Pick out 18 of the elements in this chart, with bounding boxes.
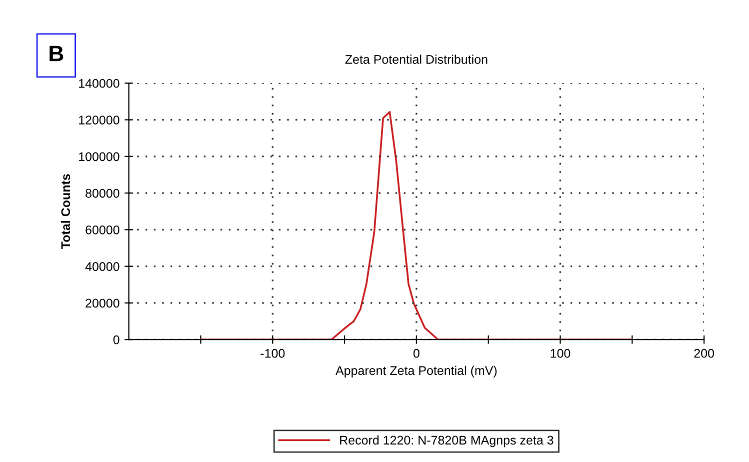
line-series: [200, 111, 634, 340]
legend-label: Record 1220: N-7820B MAgnps zeta 3: [340, 435, 554, 448]
x-tick-label: 100: [550, 348, 570, 358]
text: B: [50, 46, 64, 62]
y-tick-label: 60000: [86, 225, 120, 234]
y-tick-label: 100000: [79, 152, 120, 162]
chart-title: Zeta Potential Distribution: [345, 54, 488, 64]
y-tick-label: 120000: [79, 116, 120, 124]
x-tick-label: -100: [260, 348, 285, 358]
y-tick-label: 140000: [79, 78, 120, 88]
y-tick-label: 20000: [86, 298, 120, 308]
x-tick-label: 0: [413, 348, 420, 358]
y-tick-label: 40000: [85, 262, 120, 271]
y-tick-label: 0: [113, 335, 120, 344]
y-tick-label: 80000: [86, 188, 120, 198]
x-axis-title: Apparent Zeta Potential (mV): [336, 366, 497, 378]
x-tick-label: 200: [694, 348, 714, 358]
y-axis-title: Total Counts: [60, 174, 70, 249]
